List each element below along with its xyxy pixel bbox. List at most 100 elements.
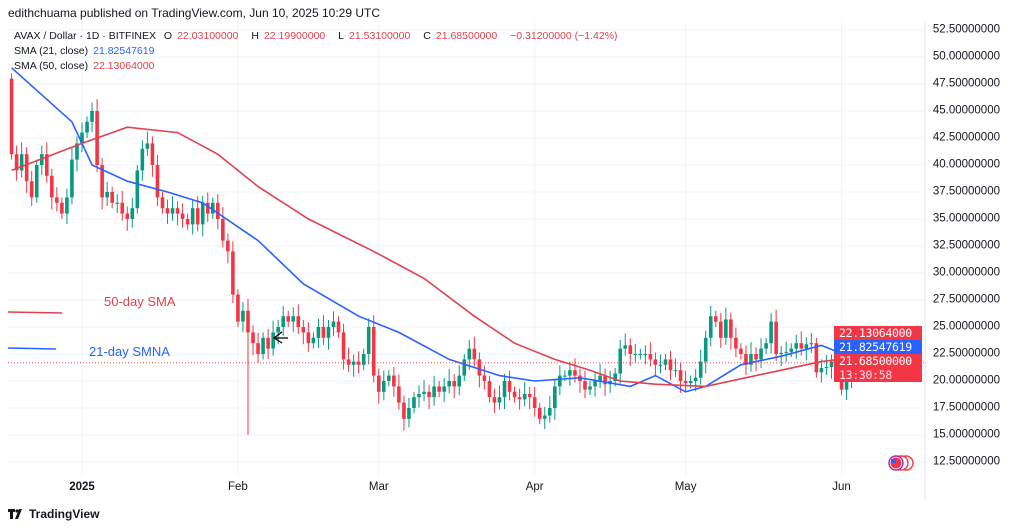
sma21-row[interactable]: SMA (21, close) 21.82547619 xyxy=(14,44,623,59)
candle-up xyxy=(643,354,648,355)
candle-down xyxy=(110,192,114,203)
candle-down xyxy=(301,327,306,333)
date-tick-label: May xyxy=(674,481,697,493)
candle-down xyxy=(286,316,291,322)
sma21-price-tag: 21.82547619 xyxy=(834,340,922,354)
sma50-line xyxy=(11,126,887,388)
high-value: 22.19900000 xyxy=(263,30,326,42)
published-byline: edithchuama published on TradingView.com… xyxy=(8,6,381,20)
candle-down xyxy=(341,332,346,360)
tradingview-logo-icon xyxy=(8,509,22,519)
sma50-value: 22.13064000 xyxy=(93,60,155,72)
candle-up xyxy=(563,375,567,377)
candle-up xyxy=(789,348,794,352)
candle-down xyxy=(175,208,180,214)
candle-down xyxy=(231,251,235,295)
tradingview-logo[interactable]: TradingView xyxy=(8,507,99,521)
candle-down xyxy=(29,181,34,198)
candle-up xyxy=(547,408,552,416)
candle-down xyxy=(482,375,487,381)
sma21-annotation: 21-day SMNA xyxy=(89,344,170,359)
candle-down xyxy=(50,175,54,198)
candle-down xyxy=(603,375,607,385)
sma21-annotation-line xyxy=(7,347,57,350)
candle-down xyxy=(744,354,748,365)
sma21-value: 21.82547619 xyxy=(93,45,155,57)
candle-up xyxy=(568,370,572,376)
candle-up xyxy=(200,202,205,225)
candle-down xyxy=(719,321,723,338)
candle-down xyxy=(266,337,270,349)
date-tick-label: Jun xyxy=(832,481,851,493)
candle-down xyxy=(356,361,361,365)
candle-up xyxy=(784,351,788,353)
sma50-row[interactable]: SMA (50, close) 22.13064000 xyxy=(14,59,623,74)
candle-up xyxy=(407,408,411,419)
candle-up xyxy=(844,381,849,390)
candle-up xyxy=(769,321,773,344)
candle-down xyxy=(678,370,683,381)
candle-up xyxy=(663,359,668,365)
price-tick-label: 40.00000000 xyxy=(932,158,1000,171)
candle-up xyxy=(673,370,678,372)
candle-down xyxy=(492,397,497,403)
candle-down xyxy=(477,359,482,376)
candle-up xyxy=(140,148,145,171)
candle-up xyxy=(724,319,728,338)
candle-down xyxy=(180,213,185,219)
candle-up xyxy=(613,373,617,381)
candle-up xyxy=(170,208,175,214)
candle-down xyxy=(14,154,19,171)
candle-up xyxy=(316,327,321,338)
candle-down xyxy=(236,294,240,322)
symbol-label[interactable]: AVAX / Dollar · 1D · BITFINEX xyxy=(14,30,156,42)
candle-down xyxy=(774,321,778,354)
candle-up xyxy=(34,165,39,198)
price-tick-label: 47.50000000 xyxy=(932,77,1000,90)
close-value: 21.68500000 xyxy=(435,30,498,42)
candle-up xyxy=(688,381,693,384)
candle-up xyxy=(693,377,698,381)
price-tick-label: 22.50000000 xyxy=(932,347,1000,360)
candle-up xyxy=(703,337,708,362)
candle-down xyxy=(402,402,406,419)
candle-down xyxy=(251,332,255,344)
candle-down xyxy=(668,359,673,371)
candle-down xyxy=(346,359,351,365)
candle-down xyxy=(734,337,738,349)
candle-up xyxy=(824,366,829,369)
candle-down xyxy=(799,343,804,349)
candle-up xyxy=(387,375,391,381)
candle-up xyxy=(80,132,84,144)
candle-down xyxy=(397,386,401,403)
candle-up xyxy=(542,415,547,419)
candle-up xyxy=(261,337,265,354)
candle-down xyxy=(246,310,250,333)
candle-down xyxy=(527,393,532,398)
candle-down xyxy=(296,316,301,327)
tradingview-logo-text: TradingView xyxy=(29,507,100,521)
bar-countdown: 13:30:58 xyxy=(834,368,922,382)
candle-up xyxy=(588,386,592,390)
candle-down xyxy=(532,397,537,408)
candle-up xyxy=(819,368,824,373)
candle-down xyxy=(55,197,59,203)
candle-down xyxy=(628,345,633,354)
candle-up xyxy=(105,192,109,198)
candle-down xyxy=(583,381,587,390)
candle-up xyxy=(422,391,426,394)
price-tick-label: 20.00000000 xyxy=(932,374,1000,387)
sma50-price-tag: 22.13064000 xyxy=(834,326,922,340)
candle-up xyxy=(829,361,834,367)
candle-up xyxy=(598,375,602,381)
candle-down xyxy=(573,370,577,376)
candle-up xyxy=(708,316,713,338)
sma50-annotation-line xyxy=(7,311,63,314)
sma21-line xyxy=(11,67,887,393)
candle-down xyxy=(9,78,14,155)
candle-up xyxy=(467,348,472,360)
candle-up xyxy=(85,121,89,133)
close-label: C xyxy=(423,30,431,42)
candle-down xyxy=(427,391,431,398)
